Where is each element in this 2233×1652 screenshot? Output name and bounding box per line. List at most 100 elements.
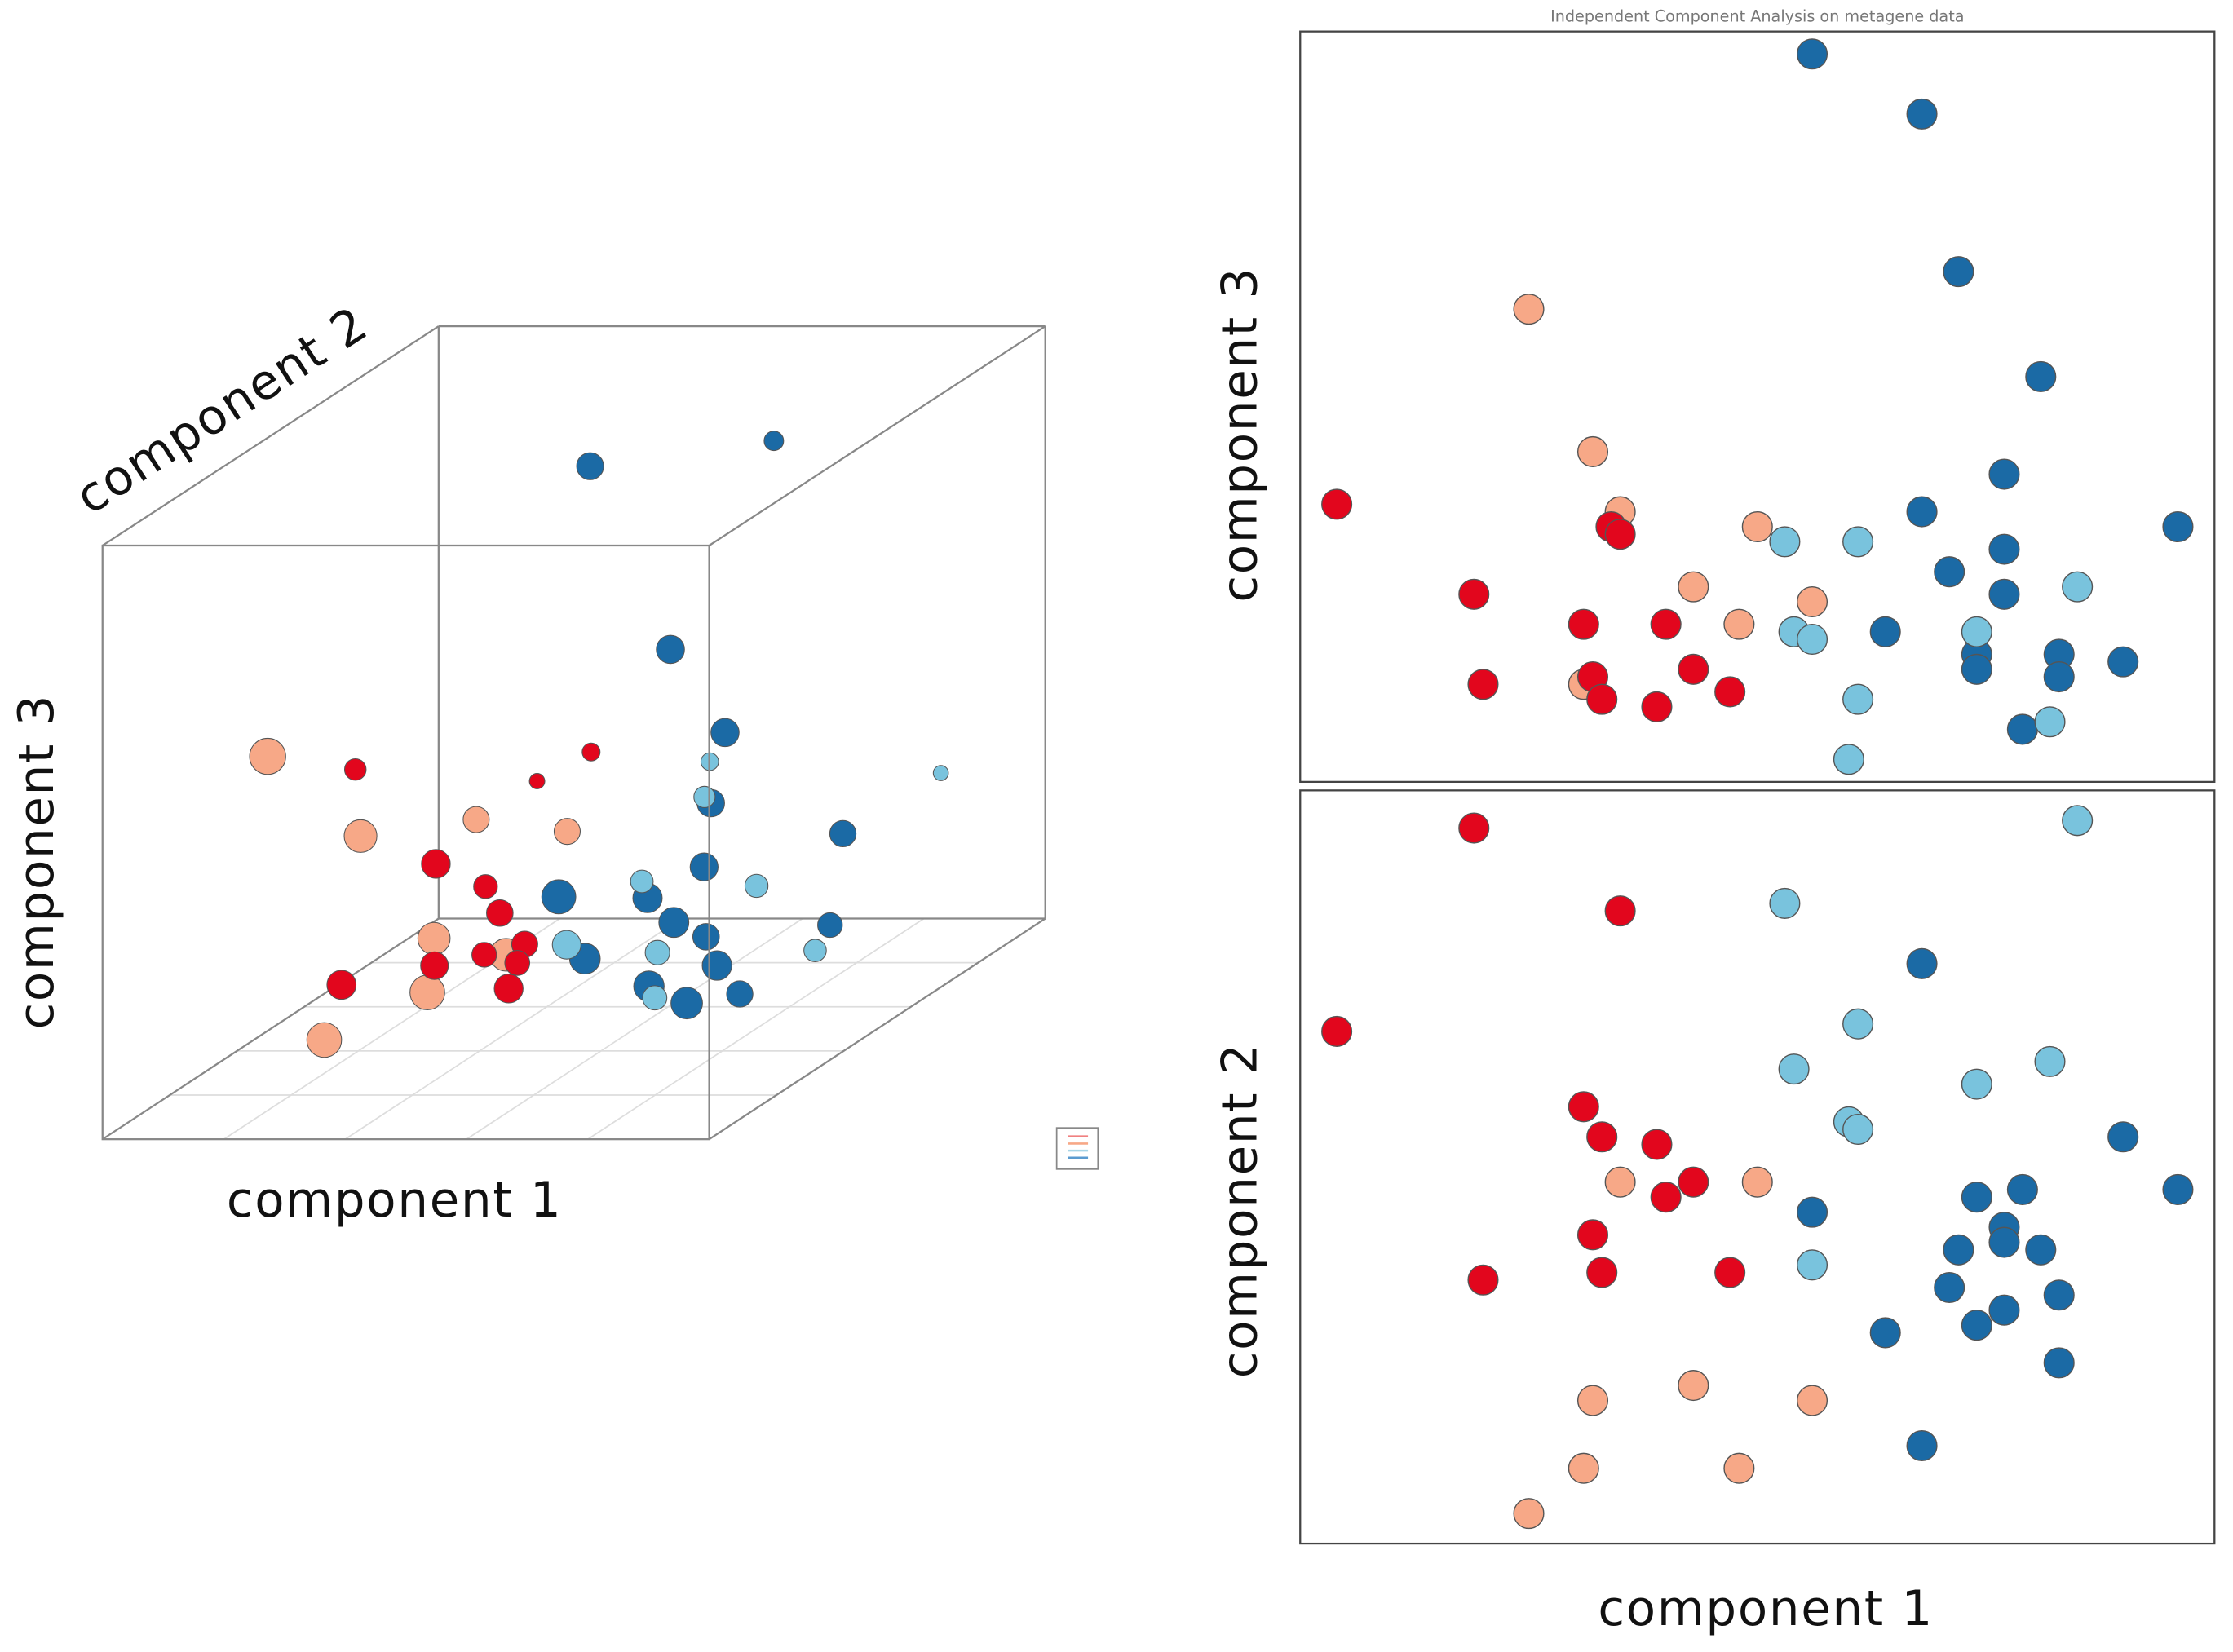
point [1769, 887, 1801, 919]
point [1321, 488, 1353, 520]
points-3d [249, 431, 949, 1058]
point [493, 974, 524, 1004]
point [2162, 1173, 2194, 1205]
point [1833, 744, 1864, 775]
cube-edge [708, 917, 1046, 1141]
floor-line [344, 917, 682, 1140]
point [1906, 1429, 1938, 1462]
point [1678, 1166, 1709, 1198]
point [1586, 1257, 1618, 1288]
point [2043, 1279, 2075, 1311]
x-axis-label: component 1 [227, 1172, 563, 1228]
point [1604, 1166, 1636, 1198]
point [551, 930, 581, 960]
point [642, 985, 668, 1011]
legend-icon [1055, 1127, 1099, 1170]
floor-line [466, 917, 803, 1140]
point [1906, 947, 1938, 979]
point [473, 874, 498, 899]
point [581, 742, 601, 762]
point [1842, 1008, 1874, 1040]
point [1988, 458, 2020, 490]
point [1714, 1257, 1746, 1288]
point [2034, 706, 2066, 738]
point [2006, 713, 2038, 745]
point [1961, 1182, 1992, 1213]
point [2062, 805, 2094, 837]
cube [102, 325, 1046, 1141]
points-bottom [1321, 805, 2194, 1530]
point [1943, 1234, 1974, 1266]
point [1961, 616, 1992, 647]
plot-frame [1299, 30, 2216, 784]
point [576, 452, 604, 480]
chart-title: Independent Component Analysis on metage… [1550, 7, 1964, 26]
point [1797, 623, 1828, 656]
point [2107, 1121, 2139, 1153]
point [541, 879, 577, 915]
point [1568, 1452, 1599, 1484]
point [1797, 1196, 1828, 1228]
floor-line [587, 917, 925, 1140]
point [630, 869, 654, 894]
y-axis-label: component 2 [1212, 1043, 1268, 1379]
point [1513, 1498, 1545, 1530]
point [462, 806, 490, 833]
point [1797, 1385, 1828, 1416]
point [1586, 1121, 1618, 1153]
point [420, 951, 449, 980]
point [644, 939, 670, 965]
points-top [1321, 38, 2194, 775]
point [2043, 661, 2075, 693]
point [1988, 533, 2020, 565]
point [658, 907, 690, 939]
point [343, 819, 378, 853]
point [710, 718, 740, 748]
point [1321, 1015, 1353, 1047]
point [1934, 1271, 1965, 1304]
point [471, 942, 497, 968]
point [1778, 1053, 1810, 1085]
z-axis-label: component 3 [8, 694, 64, 1030]
point [1604, 519, 1636, 550]
point [2025, 360, 2057, 392]
point [670, 987, 703, 1020]
point [1741, 1166, 1773, 1198]
point [1458, 578, 1490, 610]
point [326, 970, 357, 1000]
cube-front-face [101, 544, 710, 1141]
point [1678, 1370, 1709, 1402]
point [421, 849, 451, 879]
cube-edge [102, 917, 440, 1141]
point [1961, 1310, 1992, 1341]
point [1513, 294, 1545, 325]
point [829, 819, 857, 848]
point [2025, 1234, 2057, 1266]
point [1458, 812, 1490, 844]
point [763, 431, 785, 452]
point [656, 634, 685, 665]
point [689, 852, 719, 881]
y-axis-label: component 3 [1212, 267, 1268, 603]
cube-edge [708, 325, 1046, 546]
point [1961, 1068, 1992, 1100]
point [528, 773, 546, 789]
point [1769, 526, 1801, 558]
point [1723, 608, 1755, 640]
point [306, 1022, 343, 1058]
point [1714, 676, 1746, 708]
point [817, 912, 843, 939]
point [1943, 256, 1974, 288]
point [1797, 1249, 1828, 1281]
cube-front [101, 544, 710, 1141]
point [1988, 1226, 2020, 1258]
point [2043, 1347, 2075, 1379]
point [1568, 1091, 1599, 1123]
point [744, 873, 769, 899]
point [1842, 526, 1874, 558]
point [1723, 1452, 1755, 1484]
y-axis-label: component 2 [65, 295, 378, 525]
cube-edge [102, 325, 440, 546]
